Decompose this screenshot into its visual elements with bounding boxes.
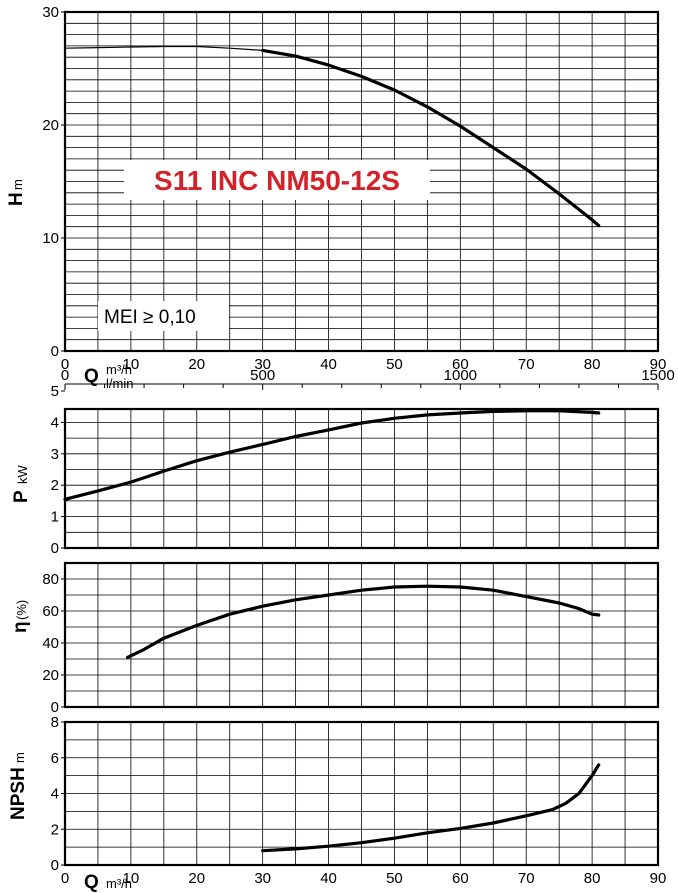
y-tick-label: 0 bbox=[51, 857, 59, 874]
h-axis-unit: m bbox=[10, 179, 25, 190]
curve-line bbox=[261, 763, 601, 853]
x-tick-label: 10 bbox=[123, 870, 140, 887]
grid-lines bbox=[65, 12, 658, 865]
eta-axis-label: η bbox=[10, 621, 31, 633]
mei-badge: MEI ≥ 0,10 bbox=[104, 307, 196, 328]
npsh-axis-unit: m bbox=[12, 752, 27, 763]
eta-axis-unit: (%) bbox=[14, 600, 29, 620]
y-tick-label: 20 bbox=[42, 667, 59, 684]
q-unit-lmin: l/min bbox=[106, 376, 133, 391]
x-tick-label: 60 bbox=[452, 356, 469, 373]
q-unit-m3h-top: m³/h bbox=[106, 362, 132, 377]
x-tick-label: 30 bbox=[254, 870, 271, 887]
curve-line bbox=[126, 584, 601, 659]
y-tick-label: 60 bbox=[42, 603, 59, 620]
y-tick-label: 20 bbox=[42, 117, 59, 134]
y-tick-label: 0 bbox=[51, 343, 59, 360]
lmin-tick-label: 500 bbox=[250, 367, 275, 384]
x-tick-label: 60 bbox=[452, 870, 469, 887]
x-tick-label: 90 bbox=[650, 870, 667, 887]
x-tick-label: 70 bbox=[518, 356, 535, 373]
x-tick-label: 0 bbox=[61, 356, 69, 373]
y-tick-label: 10 bbox=[42, 230, 59, 247]
chart-title: S11 INC NM50-12S bbox=[154, 165, 400, 196]
npsh-axis-label: NPSH bbox=[8, 767, 29, 820]
x-tick-label: 30 bbox=[254, 356, 271, 373]
y-tick-label: 0 bbox=[51, 540, 59, 557]
y-tick-label: 30 bbox=[42, 4, 59, 21]
p-axis-unit: kW bbox=[15, 465, 30, 485]
q-unit-m3h-bottom: m³/h bbox=[106, 876, 132, 891]
h-axis-label: H bbox=[6, 192, 27, 206]
mei-badge-box bbox=[98, 301, 229, 331]
x-tick-label: 20 bbox=[188, 356, 205, 373]
x-tick-label: 0 bbox=[61, 870, 69, 887]
title-box bbox=[124, 160, 430, 200]
x-tick-label: 50 bbox=[386, 870, 403, 887]
y-tick-label: 8 bbox=[51, 714, 59, 731]
x-tick-label: 80 bbox=[584, 356, 601, 373]
lmin-tick-label: 1000 bbox=[444, 367, 477, 384]
lmin-tick-label: 1500 bbox=[641, 367, 674, 384]
x-tick-label: 80 bbox=[584, 870, 601, 887]
curves bbox=[63, 45, 601, 853]
q-axis-label-top: Q bbox=[84, 366, 99, 387]
x-tick-label: 40 bbox=[320, 870, 337, 887]
y-tick-label: 80 bbox=[42, 571, 59, 588]
y-tick-label: 2 bbox=[51, 477, 59, 494]
curve-line bbox=[63, 409, 601, 501]
x-tick-label: 90 bbox=[650, 356, 667, 373]
y-tick-label: 40 bbox=[42, 635, 59, 652]
y-tick-label: 5 bbox=[51, 383, 59, 400]
x-tick-label: 20 bbox=[188, 870, 205, 887]
p-axis-label: P bbox=[11, 490, 32, 503]
y-tick-label: 3 bbox=[51, 446, 59, 463]
x-tick-label: 40 bbox=[320, 356, 337, 373]
x-tick-label: 70 bbox=[518, 870, 535, 887]
x-tick-label: 50 bbox=[386, 356, 403, 373]
q-axis-label-bottom: Q bbox=[84, 872, 99, 893]
y-tick-label: 6 bbox=[51, 750, 59, 767]
curve-line bbox=[64, 45, 264, 51]
y-tick-label: 2 bbox=[51, 821, 59, 838]
curve-line bbox=[261, 48, 601, 228]
y-tick-label: 4 bbox=[51, 414, 59, 431]
y-tick-label: 1 bbox=[51, 509, 59, 526]
y-tick-label: 0 bbox=[51, 699, 59, 716]
lmin-tick-label: 0 bbox=[61, 367, 69, 384]
y-tick-label: 4 bbox=[51, 786, 59, 803]
x-tick-label: 10 bbox=[123, 356, 140, 373]
